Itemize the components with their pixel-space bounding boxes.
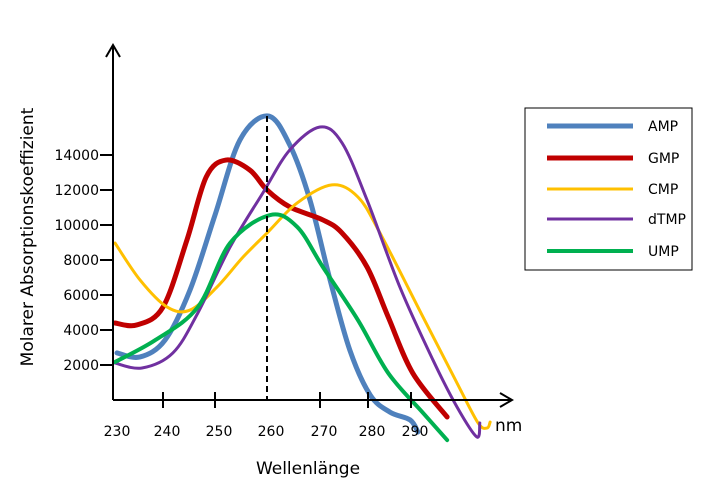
- series-line-gmp: [112, 157, 450, 420]
- y-tick-label: 12000: [54, 183, 99, 199]
- x-tick-label: 290: [402, 424, 429, 440]
- x-tick-label: 280: [359, 424, 386, 440]
- legend-label-gmp: GMP: [648, 151, 679, 167]
- x-axis: [113, 392, 514, 408]
- x-tick-label: 240: [154, 424, 181, 440]
- y-axis: [105, 43, 121, 400]
- x-tick-label: 230: [104, 424, 131, 440]
- y-tick-label: 2000: [63, 358, 99, 374]
- series-line-cmp: [113, 183, 492, 430]
- y-tick-label: 6000: [63, 288, 99, 304]
- legend: AMP GMP CMP dTMP UMP: [524, 107, 693, 271]
- y-axis-title: Molarer Absorptionskoeffizient: [18, 107, 38, 366]
- x-axis-arrow-icon: [499, 392, 514, 408]
- legend-label-amp: AMP: [648, 119, 678, 135]
- legend-label-dtmp: dTMP: [648, 212, 686, 228]
- y-tick-label: 8000: [63, 253, 99, 269]
- legend-label-cmp: CMP: [648, 182, 678, 198]
- x-tick-label: 270: [311, 424, 338, 440]
- x-tick-label: 260: [258, 424, 285, 440]
- x-unit: nm: [495, 416, 522, 436]
- y-tick-label: 4000: [63, 323, 99, 339]
- series-line-ump: [113, 212, 450, 443]
- series-line-dtmp: [113, 125, 482, 439]
- y-axis-arrow-icon: [105, 43, 121, 58]
- x-tick-label: 250: [206, 424, 233, 440]
- series-layer: [112, 113, 492, 443]
- legend-label-ump: UMP: [648, 244, 679, 260]
- series-line-amp: [114, 113, 421, 435]
- y-tick-label: 10000: [54, 218, 99, 234]
- x-axis-title: Wellenlänge: [256, 459, 360, 479]
- y-tick-label: 14000: [54, 148, 99, 164]
